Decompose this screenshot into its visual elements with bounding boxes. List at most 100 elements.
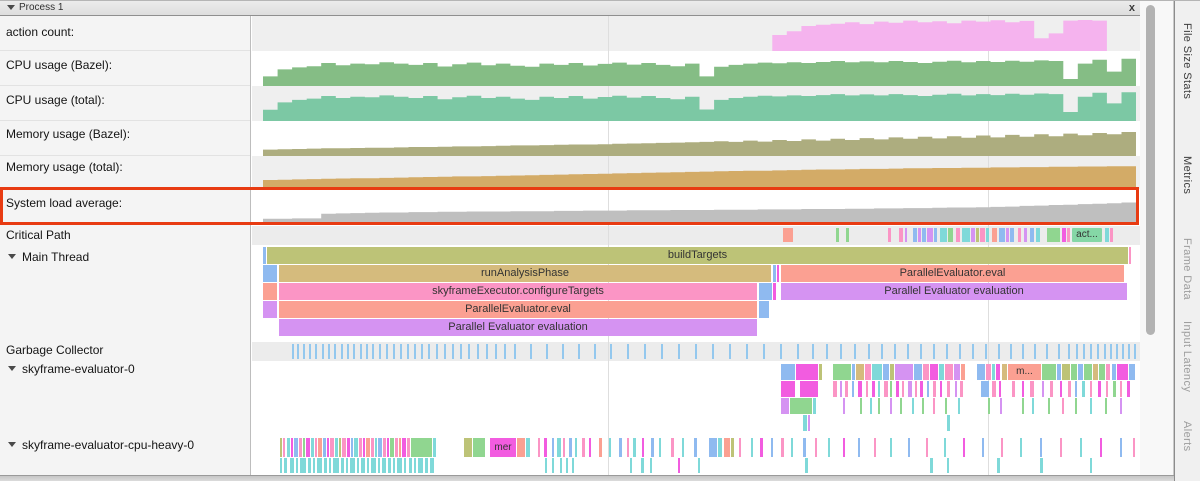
cpu-heavy-slice-lower[interactable] <box>388 458 391 473</box>
flame-slice[interactable] <box>773 283 776 300</box>
gc-event-tick[interactable] <box>452 344 454 359</box>
cpu-heavy-slice[interactable] <box>890 438 892 457</box>
gc-event-tick[interactable] <box>1058 344 1060 359</box>
gc-event-tick[interactable] <box>407 344 409 359</box>
cpu-heavy-slice[interactable] <box>315 438 317 457</box>
evaluator0-slice[interactable] <box>927 381 929 397</box>
flame-slice-parallelevaluator-eval[interactable]: ParallelEvaluator.eval <box>781 265 1124 282</box>
cpu-heavy-slice[interactable] <box>908 438 910 457</box>
cpu-heavy-slice[interactable] <box>771 438 773 457</box>
cpu-heavy-slice-lower[interactable] <box>641 458 644 473</box>
evaluator0-slice[interactable] <box>939 364 944 380</box>
cpu-heavy-slice[interactable] <box>366 438 370 457</box>
cpu-heavy-slice[interactable] <box>731 438 734 457</box>
cpu-heavy-slice[interactable] <box>781 438 784 457</box>
gc-event-tick[interactable] <box>1022 344 1024 359</box>
counter-chart-2[interactable] <box>263 89 1136 121</box>
gc-event-tick[interactable] <box>328 344 330 359</box>
evaluator0-slice[interactable] <box>1002 364 1007 380</box>
cpu-heavy-slice[interactable] <box>538 438 540 457</box>
cpu-heavy-slice[interactable] <box>671 438 674 457</box>
cpu-heavy-slice[interactable] <box>718 438 722 457</box>
cpu-heavy-slice-lower[interactable] <box>409 458 412 473</box>
evaluator0-slice[interactable] <box>933 381 936 397</box>
gc-event-tick[interactable] <box>1046 344 1048 359</box>
gc-event-tick[interactable] <box>347 344 349 359</box>
gc-event-tick[interactable] <box>959 344 961 359</box>
gc-event-tick[interactable] <box>400 344 402 359</box>
cpu-heavy-slice[interactable] <box>339 438 341 457</box>
evaluator0-slice[interactable] <box>1032 398 1034 414</box>
gc-event-tick[interactable] <box>826 344 828 359</box>
flame-slice[interactable] <box>263 283 277 300</box>
evaluator0-slice[interactable] <box>872 364 882 380</box>
flame-slice-parallel-evaluator-evaluation[interactable]: Parallel Evaluator evaluation <box>781 283 1127 300</box>
gc-event-tick[interactable] <box>797 344 799 359</box>
critical-path-slice[interactable] <box>1036 228 1040 242</box>
gc-event-tick[interactable] <box>1034 344 1036 359</box>
evaluator0-slice[interactable] <box>796 364 818 380</box>
cpu-heavy-slice[interactable] <box>387 438 389 457</box>
evaluator0-slice[interactable] <box>781 398 789 414</box>
gc-event-tick[interactable] <box>907 344 909 359</box>
cpu-heavy-slice[interactable] <box>330 438 334 457</box>
evaluator0-slice[interactable] <box>1050 381 1053 397</box>
cpu-heavy-slice[interactable] <box>354 438 358 457</box>
gc-event-tick[interactable] <box>661 344 663 359</box>
gc-event-tick[interactable] <box>504 344 506 359</box>
cpu-heavy-slice[interactable] <box>682 438 684 457</box>
evaluator0-slice[interactable] <box>1078 364 1083 380</box>
gc-event-tick[interactable] <box>292 344 294 359</box>
cpu-heavy-slice-lower[interactable] <box>678 458 680 473</box>
evaluator0-slice[interactable] <box>977 364 985 380</box>
cpu-heavy-slice[interactable] <box>563 438 565 457</box>
flame-slice-parallel-evaluator-evaluation[interactable]: Parallel Evaluator evaluation <box>279 319 757 336</box>
critical-path-slice[interactable] <box>1047 228 1060 242</box>
gc-event-tick[interactable] <box>334 344 336 359</box>
gc-event-tick[interactable] <box>920 344 922 359</box>
thread-label-skyframe-evaluator-0[interactable]: skyframe-evaluator-0 <box>22 362 135 376</box>
cpu-heavy-slice-lower[interactable] <box>313 458 315 473</box>
evaluator0-slice[interactable] <box>1048 398 1050 414</box>
evaluator0-slice[interactable] <box>988 398 990 414</box>
tab-file-size-stats[interactable]: File Size Stats <box>1181 23 1193 100</box>
cpu-heavy-slice-lower[interactable] <box>382 458 386 473</box>
critical-path-slice[interactable] <box>934 228 937 242</box>
evaluator0-slice[interactable] <box>1113 381 1116 397</box>
evaluator0-slice[interactable] <box>1093 364 1098 380</box>
critical-path-action-chip[interactable]: act... <box>1072 228 1102 242</box>
critical-path-slice[interactable] <box>783 228 793 242</box>
evaluator0-slice[interactable] <box>858 381 862 397</box>
counter-chart-3[interactable] <box>263 124 1136 156</box>
tab-alerts[interactable]: Alerts <box>1181 421 1193 452</box>
cpu-heavy-slice[interactable]: mer <box>490 438 516 457</box>
evaluator0-slice[interactable] <box>1090 398 1092 414</box>
evaluator0-slice[interactable]: m... <box>1008 364 1041 380</box>
evaluator0-slice[interactable] <box>856 364 864 380</box>
cpu-heavy-slice[interactable] <box>294 438 298 457</box>
critical-path-slice[interactable] <box>913 228 917 242</box>
gc-event-tick[interactable] <box>644 344 646 359</box>
gc-event-tick[interactable] <box>546 344 548 359</box>
gc-event-tick[interactable] <box>495 344 497 359</box>
evaluator0-slice[interactable] <box>890 381 892 397</box>
evaluator0-slice[interactable] <box>843 398 845 414</box>
gc-event-tick[interactable] <box>379 344 381 359</box>
cpu-heavy-slice[interactable] <box>517 438 525 457</box>
evaluator0-slice[interactable] <box>1022 381 1024 397</box>
flame-slice-skyframeexecutor-configuretargets[interactable]: skyframeExecutor.configureTargets <box>279 283 757 300</box>
tab-input-latency[interactable]: Input Latency <box>1181 321 1193 393</box>
evaluator0-slice[interactable] <box>960 381 963 397</box>
cpu-heavy-slice[interactable] <box>791 438 793 457</box>
cpu-heavy-slice[interactable] <box>843 438 845 457</box>
cpu-heavy-slice[interactable] <box>306 438 310 457</box>
evaluator0-slice[interactable] <box>947 415 950 431</box>
flame-slice[interactable] <box>263 247 266 264</box>
evaluator0-slice[interactable] <box>1030 381 1034 397</box>
evaluator0-slice[interactable] <box>813 398 816 414</box>
evaluator0-slice[interactable] <box>1120 398 1122 414</box>
cpu-heavy-slice-lower[interactable] <box>698 458 700 473</box>
evaluator0-slice[interactable] <box>845 381 848 397</box>
evaluator0-slice[interactable] <box>1099 364 1105 380</box>
gc-event-tick[interactable] <box>303 344 305 359</box>
